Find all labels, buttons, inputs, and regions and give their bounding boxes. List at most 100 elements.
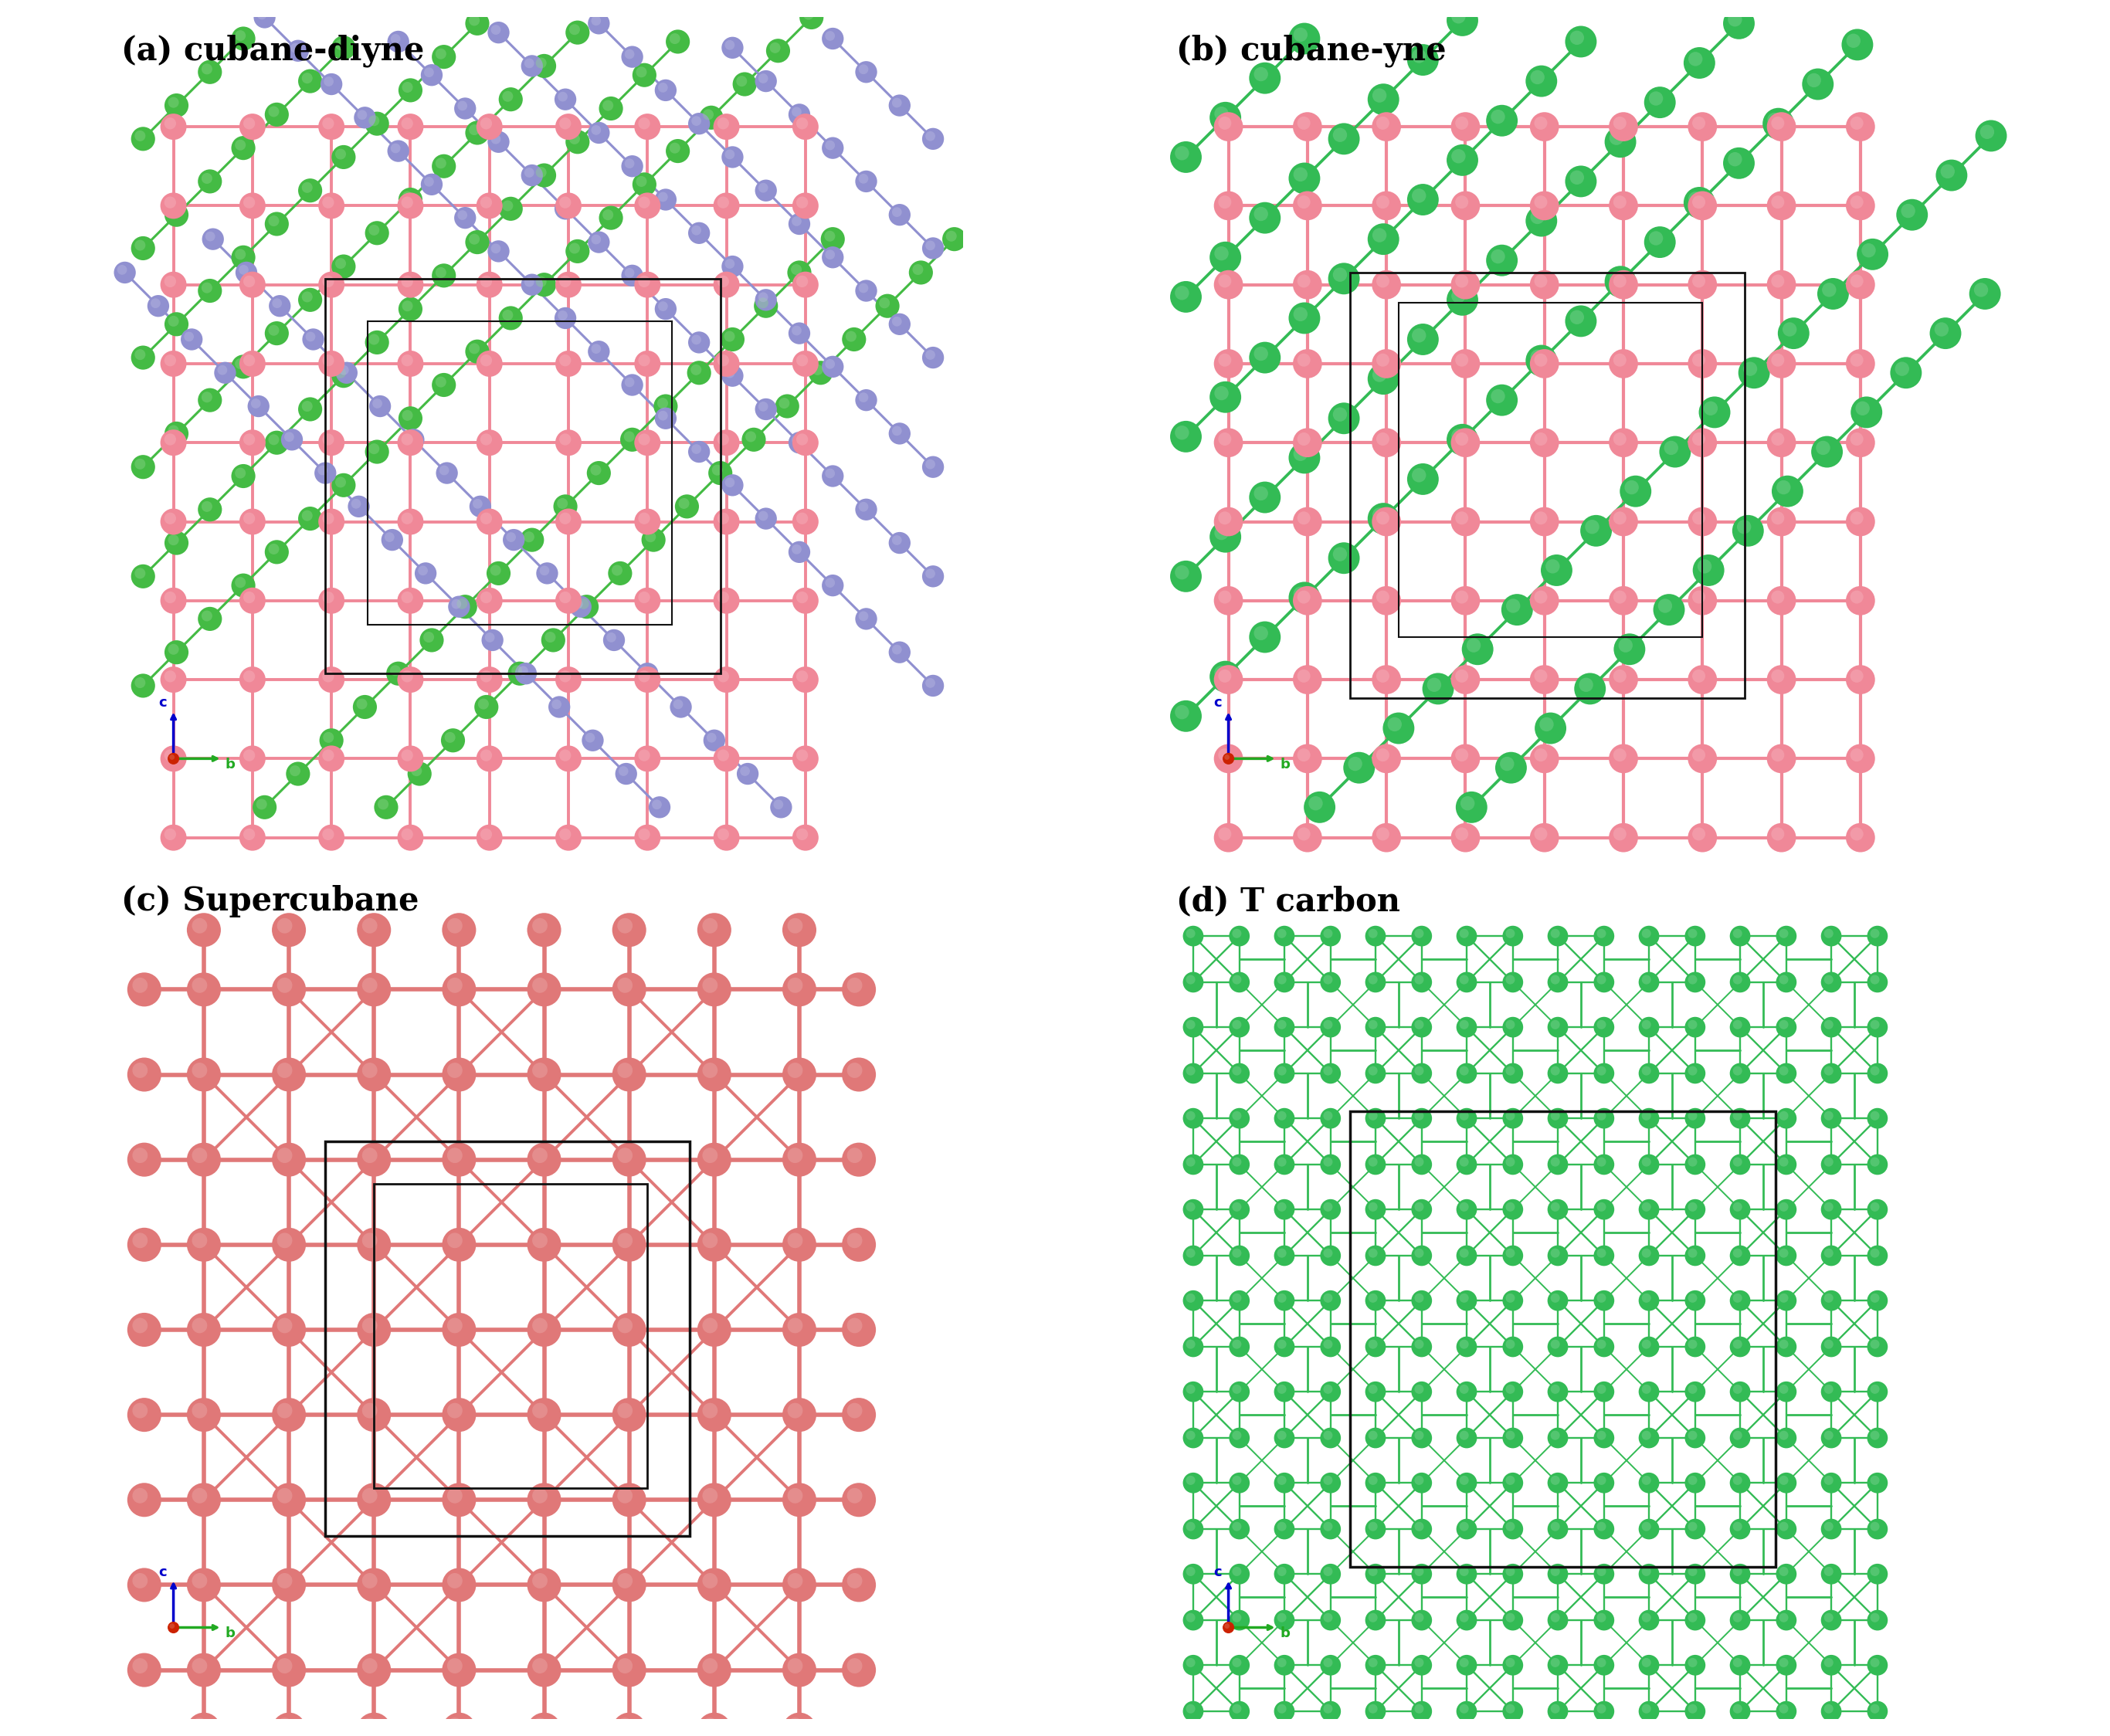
Circle shape — [1414, 1340, 1424, 1349]
Circle shape — [745, 431, 755, 443]
Circle shape — [169, 425, 179, 436]
Circle shape — [1460, 1293, 1469, 1302]
Circle shape — [1367, 1293, 1378, 1302]
Circle shape — [127, 1397, 160, 1432]
Circle shape — [1777, 1654, 1796, 1675]
Circle shape — [1869, 1111, 1880, 1120]
Circle shape — [1777, 1154, 1796, 1175]
Circle shape — [1507, 1658, 1515, 1667]
Circle shape — [1249, 481, 1281, 514]
Circle shape — [1175, 425, 1190, 439]
Circle shape — [188, 1568, 222, 1602]
Circle shape — [272, 1712, 306, 1736]
Circle shape — [1766, 745, 1796, 773]
Circle shape — [555, 351, 582, 377]
Circle shape — [1639, 1701, 1658, 1722]
Circle shape — [1639, 1200, 1658, 1220]
Circle shape — [1777, 1200, 1796, 1220]
Circle shape — [1209, 102, 1241, 134]
Circle shape — [1277, 1158, 1287, 1167]
Circle shape — [1869, 1476, 1880, 1484]
Circle shape — [433, 264, 456, 288]
Circle shape — [502, 90, 513, 102]
Circle shape — [1323, 1021, 1334, 1029]
Circle shape — [255, 799, 268, 809]
Circle shape — [319, 271, 344, 299]
Circle shape — [1779, 929, 1789, 937]
Circle shape — [1869, 976, 1880, 984]
Circle shape — [165, 531, 188, 556]
Circle shape — [1186, 1340, 1194, 1349]
Circle shape — [1414, 929, 1424, 937]
Circle shape — [608, 561, 633, 585]
Circle shape — [401, 592, 414, 604]
Circle shape — [1228, 1290, 1249, 1311]
Circle shape — [675, 495, 698, 519]
Circle shape — [1821, 1154, 1842, 1175]
Circle shape — [1869, 1568, 1880, 1576]
Circle shape — [1492, 250, 1504, 264]
Circle shape — [1770, 274, 1785, 288]
Circle shape — [618, 1658, 633, 1674]
Circle shape — [669, 696, 692, 719]
Circle shape — [565, 240, 589, 264]
Circle shape — [888, 312, 912, 335]
Circle shape — [1412, 1062, 1433, 1083]
Circle shape — [1485, 384, 1517, 417]
Circle shape — [1367, 1066, 1378, 1075]
Circle shape — [340, 365, 348, 375]
Circle shape — [447, 918, 462, 934]
Circle shape — [1407, 184, 1439, 215]
Circle shape — [1334, 128, 1346, 142]
Circle shape — [1209, 521, 1241, 552]
Circle shape — [1224, 1623, 1230, 1628]
Circle shape — [1620, 476, 1652, 507]
Circle shape — [1551, 1021, 1559, 1029]
Circle shape — [559, 434, 572, 446]
Circle shape — [736, 762, 760, 785]
Circle shape — [1186, 1021, 1194, 1029]
Circle shape — [481, 276, 492, 288]
Circle shape — [1452, 823, 1479, 852]
Circle shape — [1823, 283, 1836, 297]
Circle shape — [791, 545, 802, 554]
Circle shape — [825, 31, 836, 42]
Circle shape — [1688, 976, 1696, 984]
Circle shape — [1688, 665, 1718, 694]
Circle shape — [1614, 748, 1627, 762]
Circle shape — [403, 191, 414, 201]
Circle shape — [477, 351, 502, 377]
Circle shape — [1456, 590, 1469, 604]
Circle shape — [1367, 1568, 1378, 1576]
Circle shape — [1452, 507, 1479, 536]
Circle shape — [791, 509, 819, 535]
Circle shape — [1367, 976, 1378, 984]
Circle shape — [1367, 83, 1399, 115]
Circle shape — [1186, 1705, 1194, 1713]
Circle shape — [243, 512, 255, 524]
Circle shape — [536, 276, 546, 286]
Circle shape — [1534, 828, 1547, 840]
Circle shape — [1730, 1472, 1751, 1493]
Circle shape — [323, 354, 333, 366]
Circle shape — [1293, 446, 1308, 462]
Circle shape — [1570, 311, 1585, 325]
Circle shape — [1232, 929, 1241, 937]
Circle shape — [1654, 594, 1684, 625]
Circle shape — [1289, 582, 1321, 613]
Circle shape — [1551, 976, 1559, 984]
Circle shape — [253, 7, 276, 28]
Circle shape — [532, 1403, 546, 1418]
Circle shape — [1855, 401, 1869, 415]
Circle shape — [1277, 929, 1287, 937]
Circle shape — [487, 21, 509, 43]
Circle shape — [1186, 1111, 1194, 1120]
Circle shape — [696, 1653, 732, 1687]
Circle shape — [1186, 1613, 1194, 1621]
Circle shape — [464, 122, 490, 144]
Circle shape — [1217, 590, 1232, 604]
Circle shape — [1367, 929, 1378, 937]
Circle shape — [184, 332, 194, 342]
Circle shape — [540, 566, 549, 576]
Circle shape — [401, 434, 414, 446]
